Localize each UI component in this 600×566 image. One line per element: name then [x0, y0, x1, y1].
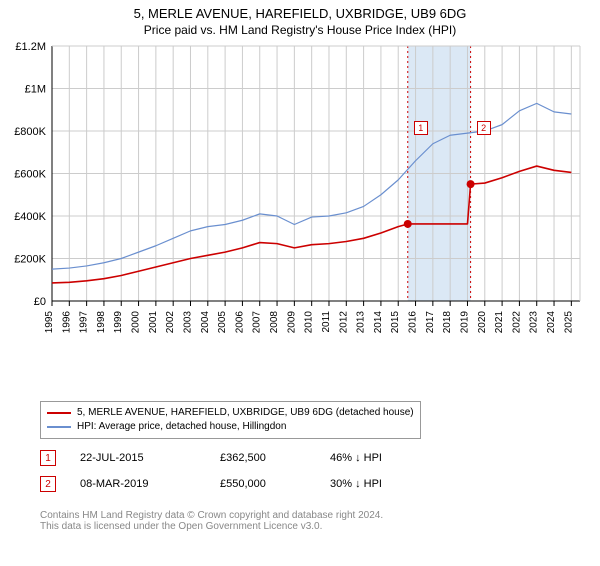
legend-swatch [47, 412, 71, 414]
svg-text:£600K: £600K [14, 169, 46, 181]
table-row: 1 22-JUL-2015 £362,500 46% ↓ HPI [40, 448, 568, 468]
svg-text:2003: 2003 [182, 311, 193, 334]
svg-text:2009: 2009 [286, 311, 297, 334]
svg-text:2014: 2014 [373, 311, 384, 334]
svg-text:1998: 1998 [96, 311, 107, 334]
svg-text:2002: 2002 [165, 311, 176, 334]
svg-text:2019: 2019 [459, 311, 470, 334]
svg-text:2007: 2007 [252, 311, 263, 334]
legend-item: 5, MERLE AVENUE, HAREFIELD, UXBRIDGE, UB… [47, 406, 414, 420]
chart-titles: 5, MERLE AVENUE, HAREFIELD, UXBRIDGE, UB… [0, 6, 600, 37]
svg-text:1996: 1996 [61, 311, 72, 334]
svg-text:2012: 2012 [338, 311, 349, 334]
sales-table: 1 22-JUL-2015 £362,500 46% ↓ HPI 2 08-MA… [40, 448, 568, 494]
svg-text:2006: 2006 [234, 311, 245, 334]
svg-text:2021: 2021 [494, 311, 505, 334]
svg-text:2008: 2008 [269, 311, 280, 334]
svg-text:2016: 2016 [408, 311, 419, 334]
svg-text:2017: 2017 [425, 311, 436, 334]
title-subtitle: Price paid vs. HM Land Registry's House … [0, 23, 600, 37]
svg-text:2018: 2018 [442, 311, 453, 334]
svg-text:2024: 2024 [546, 311, 557, 334]
svg-text:2022: 2022 [511, 311, 522, 334]
price-chart: £0 £200K £400K £600K £800K £1M £1.2M 1995 1996 19… [0, 41, 600, 351]
table-row: 2 08-MAR-2019 £550,000 30% ↓ HPI [40, 474, 568, 494]
svg-text:2001: 2001 [148, 311, 159, 334]
credits: Contains HM Land Registry data © Crown c… [40, 510, 383, 532]
sale-badge: 2 [40, 476, 56, 492]
svg-text:1997: 1997 [79, 311, 90, 334]
legend-swatch [47, 426, 71, 428]
svg-text:2010: 2010 [304, 311, 315, 334]
title-address: 5, MERLE AVENUE, HAREFIELD, UXBRIDGE, UB… [0, 6, 600, 21]
svg-text:2005: 2005 [217, 311, 228, 334]
sale-diff: 30% ↓ HPI [330, 478, 382, 490]
sale-date: 08-MAR-2019 [80, 478, 220, 490]
sale-date: 22-JUL-2015 [80, 452, 220, 464]
svg-text:2000: 2000 [131, 311, 142, 334]
legend-label: HPI: Average price, detached house, Hill… [77, 420, 286, 434]
legend-item: HPI: Average price, detached house, Hill… [47, 420, 414, 434]
svg-text:£1M: £1M [25, 84, 46, 96]
sale-diff: 46% ↓ HPI [330, 452, 382, 464]
legend: 5, MERLE AVENUE, HAREFIELD, UXBRIDGE, UB… [40, 401, 421, 439]
svg-text:2013: 2013 [356, 311, 367, 334]
sale-badge: 1 [40, 450, 56, 466]
svg-text:2020: 2020 [477, 311, 488, 334]
sale-marker-badge-1: 1 [414, 121, 428, 135]
svg-text:£1.2M: £1.2M [15, 41, 46, 53]
svg-text:2015: 2015 [390, 311, 401, 334]
credits-line2: This data is licensed under the Open Gov… [40, 521, 383, 532]
svg-text:2004: 2004 [200, 311, 211, 334]
svg-text:2023: 2023 [529, 311, 540, 334]
svg-text:1999: 1999 [113, 311, 124, 334]
svg-text:1995: 1995 [44, 311, 55, 334]
svg-text:2025: 2025 [563, 311, 574, 334]
legend-label: 5, MERLE AVENUE, HAREFIELD, UXBRIDGE, UB… [77, 406, 414, 420]
sale-marker-badge-2: 2 [477, 121, 491, 135]
svg-text:£400K: £400K [14, 211, 46, 223]
sale-price: £550,000 [220, 478, 330, 490]
svg-text:2011: 2011 [321, 311, 332, 333]
svg-text:£0: £0 [34, 296, 46, 308]
credits-line1: Contains HM Land Registry data © Crown c… [40, 510, 383, 521]
svg-text:£800K: £800K [14, 126, 46, 138]
sale-price: £362,500 [220, 452, 330, 464]
svg-text:£200K: £200K [14, 254, 46, 266]
